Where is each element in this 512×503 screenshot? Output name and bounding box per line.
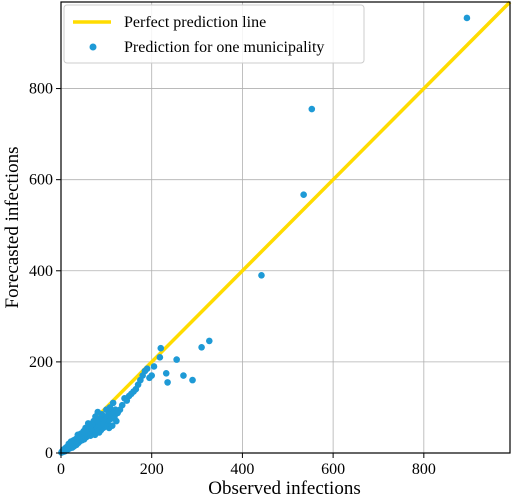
y-tick-label: 800 bbox=[29, 81, 53, 98]
x-axis-title: Observed infections bbox=[208, 478, 360, 498]
data-point bbox=[150, 363, 158, 370]
x-tick-label: 800 bbox=[412, 461, 436, 478]
x-tick-label: 0 bbox=[57, 461, 65, 478]
axis-ticks: 0 200 400 600 800 0 200 400 600 800 bbox=[29, 81, 436, 478]
data-point bbox=[146, 374, 153, 382]
data-point bbox=[258, 272, 265, 279]
data-point bbox=[156, 354, 164, 361]
data-point bbox=[308, 105, 316, 113]
data-point bbox=[103, 406, 110, 414]
data-point bbox=[206, 337, 213, 345]
plot-frame bbox=[60, 1, 511, 454]
data-point bbox=[164, 379, 171, 386]
legend-point-swatch bbox=[89, 43, 97, 51]
data-point bbox=[173, 356, 180, 363]
x-tick-label: 200 bbox=[140, 461, 164, 478]
data-point bbox=[189, 376, 196, 384]
data-point bbox=[198, 344, 205, 351]
y-tick-label: 0 bbox=[45, 445, 53, 462]
data-point bbox=[463, 14, 471, 22]
data-point bbox=[157, 344, 165, 352]
perfect-prediction-line bbox=[59, 0, 512, 455]
legend-box bbox=[63, 4, 365, 64]
y-axis-title: Forecasted infections bbox=[2, 147, 23, 309]
data-point bbox=[121, 395, 128, 402]
legend: Perfect prediction line Prediction for o… bbox=[63, 4, 365, 64]
y-tick-label: 400 bbox=[29, 263, 53, 280]
y-tick-label: 600 bbox=[29, 172, 53, 189]
data-point bbox=[180, 372, 187, 379]
data-point bbox=[162, 369, 170, 377]
y-tick-label: 200 bbox=[29, 354, 53, 371]
legend-line-label: Perfect prediction line bbox=[124, 14, 266, 31]
x-tick-label: 400 bbox=[230, 461, 254, 478]
perfect-prediction-line-path bbox=[59, 0, 512, 455]
prediction-points bbox=[58, 14, 471, 456]
x-tick-label: 600 bbox=[321, 461, 345, 478]
legend-points-label: Prediction for one municipality bbox=[124, 39, 324, 56]
data-point bbox=[300, 191, 307, 198]
